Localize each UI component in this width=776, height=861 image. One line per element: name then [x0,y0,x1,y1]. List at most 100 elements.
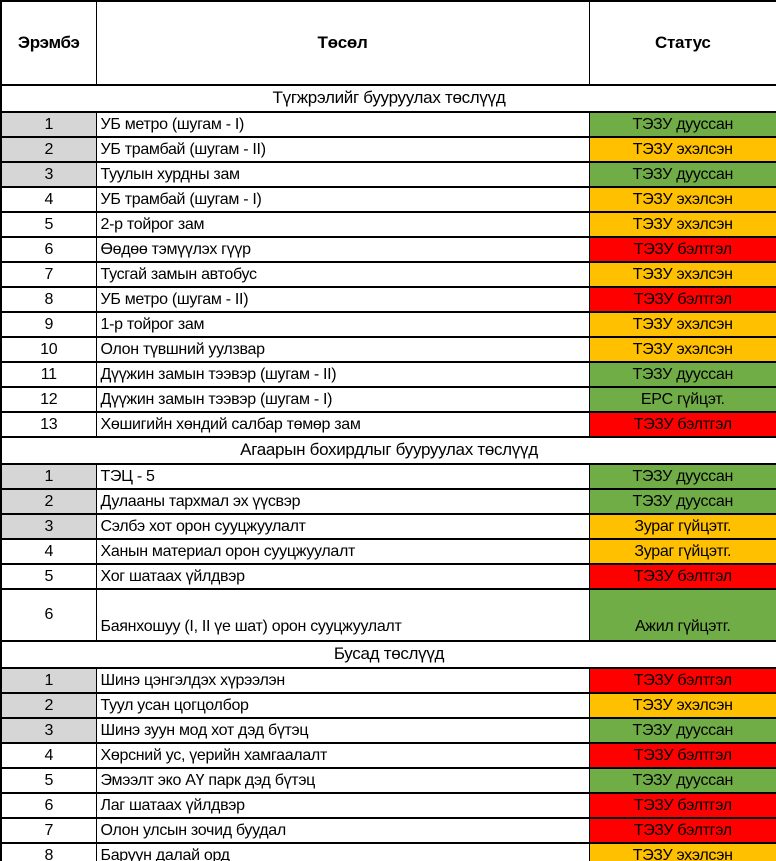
table-header-row: Эрэмбэ Төсөл Статус [0,0,776,86]
project-cell: Баруун далай орд [95,842,590,861]
order-cell: 2 [0,692,97,719]
status-cell: ТЭЗУ эхэлсэн [588,261,776,288]
project-cell: Хөшигийн хөндий салбар төмөр зам [95,411,590,438]
order-cell: 2 [0,488,97,515]
status-cell: ТЭЗУ эхэлсэн [588,136,776,163]
order-cell: 3 [0,717,97,744]
project-cell: Хог шатаах үйлдвэр [95,563,590,590]
order-cell: 1 [0,667,97,694]
status-cell: ТЭЗУ бэлтгэл [588,411,776,438]
table-row: 9 1-р тойрог зам ТЭЗУ эхэлсэн [0,311,776,338]
project-cell: Шинэ цэнгэлдэх хүрээлэн [95,667,590,694]
status-cell: ТЭЗУ дууссан [588,767,776,794]
project-cell: УБ трамбай (шугам - II) [95,136,590,163]
project-cell: УБ метро (шугам - I) [95,111,590,138]
project-cell: Хөрсний ус, үерийн хамгаалалт [95,742,590,769]
section-header-row: Агаарын бохирдлыг бууруулах төслүүд [0,436,776,465]
status-cell: ТЭЗУ бэлтгэл [588,792,776,819]
status-cell: ТЭЗУ эхэлсэн [588,842,776,861]
order-cell: 9 [0,311,97,338]
status-cell: ТЭЗУ бэлтгэл [588,817,776,844]
project-cell: Ханын материал орон сууцжуулалт [95,538,590,565]
project-cell: Дүүжин замын тээвэр (шугам - II) [95,361,590,388]
table-row: 10 Олон түвшний уулзвар ТЭЗУ эхэлсэн [0,336,776,363]
table-row: 2 Дулааны тархмал эх үүсвэр ТЭЗУ дууссан [0,488,776,515]
table-row: 3 Туулын хурдны зам ТЭЗУ дууссан [0,161,776,188]
status-cell: ТЭЗУ дууссан [588,361,776,388]
status-cell: ТЭЗУ дууссан [588,488,776,515]
table-row: 8 Баруун далай орд ТЭЗУ эхэлсэн [0,842,776,861]
order-cell: 8 [0,842,97,861]
status-cell: Зураг гүйцэтг. [588,513,776,540]
status-cell: ТЭЗУ дууссан [588,717,776,744]
project-cell: 2-р тойрог зам [95,211,590,238]
order-cell: 4 [0,186,97,213]
status-cell: ТЭЗУ эхэлсэн [588,336,776,363]
table-row: 5 2-р тойрог зам ТЭЗУ эхэлсэн [0,211,776,238]
order-cell: 1 [0,463,97,490]
status-cell: ТЭЗУ бэлтгэл [588,667,776,694]
order-cell: 2 [0,136,97,163]
status-cell: ТЭЗУ дууссан [588,463,776,490]
table-row: 13 Хөшигийн хөндий салбар төмөр зам ТЭЗУ б… [0,411,776,438]
order-cell: 8 [0,286,97,313]
order-cell: 1 [0,111,97,138]
table-row: 5 Эмээлт эко АҮ парк дэд бүтэц ТЭЗУ дуусса… [0,767,776,794]
table-row: 6 Өөдөө тэмүүлэх гүүр ТЭЗУ бэлтгэл [0,236,776,263]
table-row: 12 Дүүжин замын тээвэр (шугам - I) EPC гүй… [0,386,776,413]
table-row: 8 УБ метро (шугам - II) ТЭЗУ бэлтгэл [0,286,776,313]
status-cell: ТЭЗУ бэлтгэл [588,563,776,590]
table-row: 1 Шинэ цэнгэлдэх хүрээлэн ТЭЗУ бэлтгэл [0,667,776,694]
section-title: Түгжрэлийг бууруулах төслүүд [0,84,776,113]
table-row: 1 УБ метро (шугам - I) ТЭЗУ дууссан [0,111,776,138]
project-cell: Олон түвшний уулзвар [95,336,590,363]
order-cell: 4 [0,538,97,565]
status-cell: ТЭЗУ эхэлсэн [588,211,776,238]
column-header-project: Төсөл [95,0,590,86]
order-cell: 7 [0,261,97,288]
status-cell: ТЭЗУ эхэлсэн [588,311,776,338]
status-cell: Зураг гүйцэтг. [588,538,776,565]
order-cell: 6 [0,236,97,263]
table-row: 7 Олон улсын зочид буудал ТЭЗУ бэлтгэл [0,817,776,844]
table-row: 11 Дүүжин замын тээвэр (шугам - II) ТЭЗУ д… [0,361,776,388]
project-cell: Туулын хурдны зам [95,161,590,188]
order-cell: 11 [0,361,97,388]
project-cell: Дүүжин замын тээвэр (шугам - I) [95,386,590,413]
status-cell: ТЭЗУ дууссан [588,161,776,188]
section-header-row: Түгжрэлийг бууруулах төслүүд [0,84,776,113]
table-row: 1 ТЭЦ - 5 ТЭЗУ дууссан [0,463,776,490]
table-row: 4 УБ трамбай (шугам - I) ТЭЗУ эхэлсэн [0,186,776,213]
project-cell: Эмээлт эко АҮ парк дэд бүтэц [95,767,590,794]
project-cell: УБ метро (шугам - II) [95,286,590,313]
status-cell: ТЭЗУ бэлтгэл [588,742,776,769]
table-row: 4 Хөрсний ус, үерийн хамгаалалт ТЭЗУ бэлтг… [0,742,776,769]
status-cell: ТЭЗУ бэлтгэл [588,286,776,313]
table-row: 7 Тусгай замын автобус ТЭЗУ эхэлсэн [0,261,776,288]
order-cell: 6 [0,792,97,819]
section-title: Бусад төслүүд [0,640,776,669]
project-cell: 1-р тойрог зам [95,311,590,338]
order-cell: 3 [0,513,97,540]
column-header-order: Эрэмбэ [0,0,97,86]
project-cell: УБ трамбай (шугам - I) [95,186,590,213]
section-title: Агаарын бохирдлыг бууруулах төслүүд [0,436,776,465]
order-cell: 5 [0,767,97,794]
column-header-status: Статус [588,0,776,86]
table-row: 6 Лаг шатаах үйлдвэр ТЭЗУ бэлтгэл [0,792,776,819]
project-cell: Шинэ зуун мод хот дэд бүтэц [95,717,590,744]
project-cell: Туул усан цогцолбор [95,692,590,719]
order-cell: 4 [0,742,97,769]
table-row: 5 Хог шатаах үйлдвэр ТЭЗУ бэлтгэл [0,563,776,590]
order-cell: 5 [0,211,97,238]
project-cell: Олон улсын зочид буудал [95,817,590,844]
order-cell: 3 [0,161,97,188]
table-row: 3 Сэлбэ хот орон сууцжуулалт Зураг гүйцэтг… [0,513,776,540]
status-cell: ТЭЗУ эхэлсэн [588,692,776,719]
order-cell: 13 [0,411,97,438]
order-cell: 12 [0,386,97,413]
order-cell: 10 [0,336,97,363]
project-cell: Баянхошуу (I, II үе шат) орон сууцжуулал… [95,588,590,642]
status-cell: EPC гүйцэт. [588,386,776,413]
